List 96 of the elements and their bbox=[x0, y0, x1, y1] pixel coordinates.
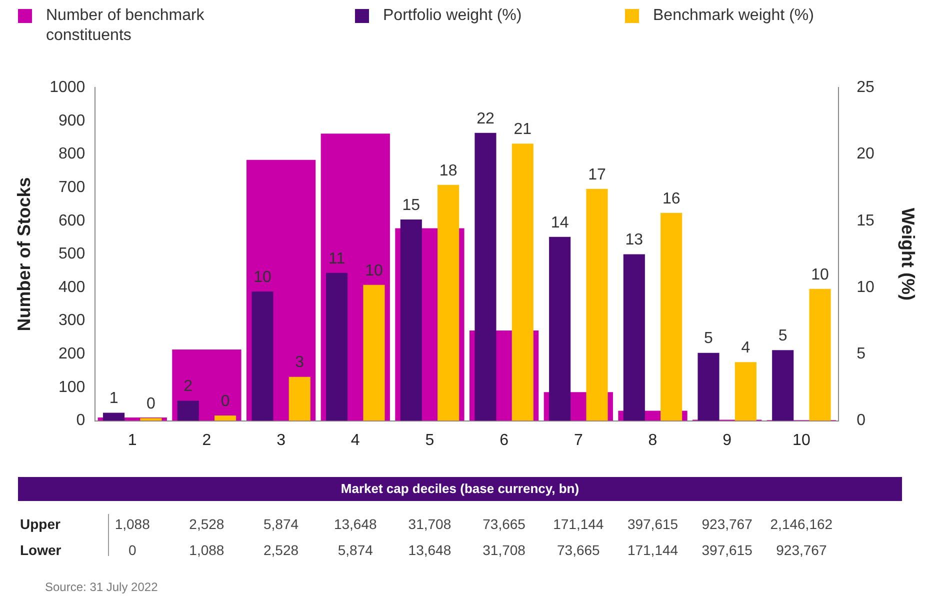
bar bbox=[586, 188, 608, 421]
data-label: 16 bbox=[662, 190, 680, 208]
text: 397,615 bbox=[702, 542, 752, 558]
y-tick-label: 200 bbox=[58, 346, 86, 363]
data-label: 22 bbox=[476, 110, 494, 128]
x-tick-label: 2 bbox=[202, 432, 212, 449]
x-tick-label: 1 bbox=[128, 432, 137, 449]
bar bbox=[474, 132, 496, 421]
bar bbox=[809, 288, 831, 421]
y-tick-label: 700 bbox=[58, 178, 86, 196]
source-note: Source: 31 July 2022 bbox=[45, 580, 158, 594]
text: Lower bbox=[20, 542, 62, 558]
y-tick-label: 100 bbox=[58, 378, 86, 396]
y2-tick-label: 0 bbox=[856, 412, 866, 430]
x-tick-label: 6 bbox=[500, 432, 509, 449]
text: 31,708 bbox=[408, 516, 452, 532]
y-tick-label: 300 bbox=[58, 312, 86, 330]
text: 171,144 bbox=[627, 542, 678, 558]
text: 2,528 bbox=[189, 516, 224, 532]
y2-tick-label: 15 bbox=[856, 212, 874, 230]
text: 397,615 bbox=[627, 516, 678, 532]
data-label: 17 bbox=[588, 166, 606, 184]
bar bbox=[660, 212, 682, 421]
data-label: 0 bbox=[220, 392, 230, 410]
y2-axis-title: Weight (%) bbox=[898, 208, 918, 301]
bar bbox=[772, 350, 794, 421]
data-label: 3 bbox=[295, 354, 304, 372]
y-tick-label: 1000 bbox=[50, 79, 86, 96]
bar bbox=[698, 352, 720, 421]
text: Upper bbox=[20, 516, 60, 532]
data-label: 10 bbox=[811, 266, 830, 284]
legend-label: Portfolio weight (%) bbox=[383, 6, 522, 26]
y-tick-label: 600 bbox=[58, 212, 86, 230]
data-label: 11 bbox=[328, 250, 346, 268]
data-label: 5 bbox=[778, 328, 788, 345]
bar bbox=[438, 184, 460, 421]
y2-tick-label: 20 bbox=[856, 146, 874, 163]
bar bbox=[288, 376, 310, 421]
text: 2,528 bbox=[264, 542, 299, 558]
bar bbox=[177, 400, 199, 421]
text: 923,767 bbox=[702, 516, 752, 532]
x-tick-label: 4 bbox=[350, 432, 360, 449]
data-label: 13 bbox=[625, 232, 644, 249]
bar bbox=[734, 362, 756, 421]
data-label: 2 bbox=[184, 378, 193, 396]
text: 5,874 bbox=[264, 516, 299, 532]
data-label: 4 bbox=[741, 340, 750, 357]
text: 73,665 bbox=[482, 516, 526, 532]
bar bbox=[214, 415, 236, 421]
y2-tick-label: 25 bbox=[856, 79, 874, 96]
text: 13,648 bbox=[334, 516, 377, 532]
data-label: 21 bbox=[514, 120, 532, 138]
data-label: 18 bbox=[439, 162, 458, 180]
legend-label: Benchmark weight (%) bbox=[653, 6, 814, 26]
y-tick-label: 400 bbox=[58, 278, 86, 296]
data-label: 5 bbox=[704, 330, 714, 348]
data-label: 15 bbox=[402, 196, 420, 214]
x-tick-label: 5 bbox=[425, 432, 434, 449]
x-tick-label: 7 bbox=[574, 432, 583, 449]
y-tick-label: 500 bbox=[58, 246, 86, 263]
data-label: 10 bbox=[365, 262, 383, 280]
y-tick-label: 800 bbox=[58, 146, 86, 163]
x-tick-label: 10 bbox=[792, 432, 810, 449]
x-tick-label: 9 bbox=[722, 432, 732, 449]
text: 923,767 bbox=[776, 542, 827, 558]
bar bbox=[326, 272, 348, 421]
text: 31,708 bbox=[482, 542, 526, 558]
y2-tick-label: 5 bbox=[856, 346, 866, 363]
x-tick-label: 3 bbox=[276, 432, 286, 449]
bar bbox=[623, 254, 645, 421]
bar bbox=[252, 292, 274, 421]
text: 73,665 bbox=[556, 542, 600, 558]
x-tick-label: 8 bbox=[648, 432, 658, 449]
text: 171,144 bbox=[553, 516, 604, 532]
y-tick-label: 0 bbox=[76, 412, 86, 430]
text: 5,874 bbox=[338, 542, 373, 558]
data-label: 0 bbox=[146, 396, 156, 413]
y-tick-label: 900 bbox=[58, 112, 86, 130]
text: 1,088 bbox=[189, 542, 224, 558]
x-axis-title: Market cap deciles (base currency, bn) bbox=[18, 477, 902, 501]
bar bbox=[549, 236, 571, 421]
text: 0 bbox=[128, 542, 136, 558]
text: 2,146,162 bbox=[770, 516, 833, 532]
bar bbox=[363, 284, 385, 421]
y-axis-title: Number of Stocks bbox=[14, 177, 34, 332]
text: 1,088 bbox=[114, 516, 150, 532]
y2-tick-label: 10 bbox=[856, 278, 874, 296]
legend-label: Number of benchmark constituents bbox=[46, 6, 206, 46]
bar bbox=[103, 412, 125, 421]
data-label: 10 bbox=[254, 268, 272, 286]
data-label: 1 bbox=[109, 390, 118, 408]
bar bbox=[512, 144, 534, 421]
bar bbox=[400, 220, 422, 421]
bar bbox=[140, 418, 162, 421]
data-label: 14 bbox=[550, 214, 569, 232]
text: 13,648 bbox=[408, 542, 452, 558]
